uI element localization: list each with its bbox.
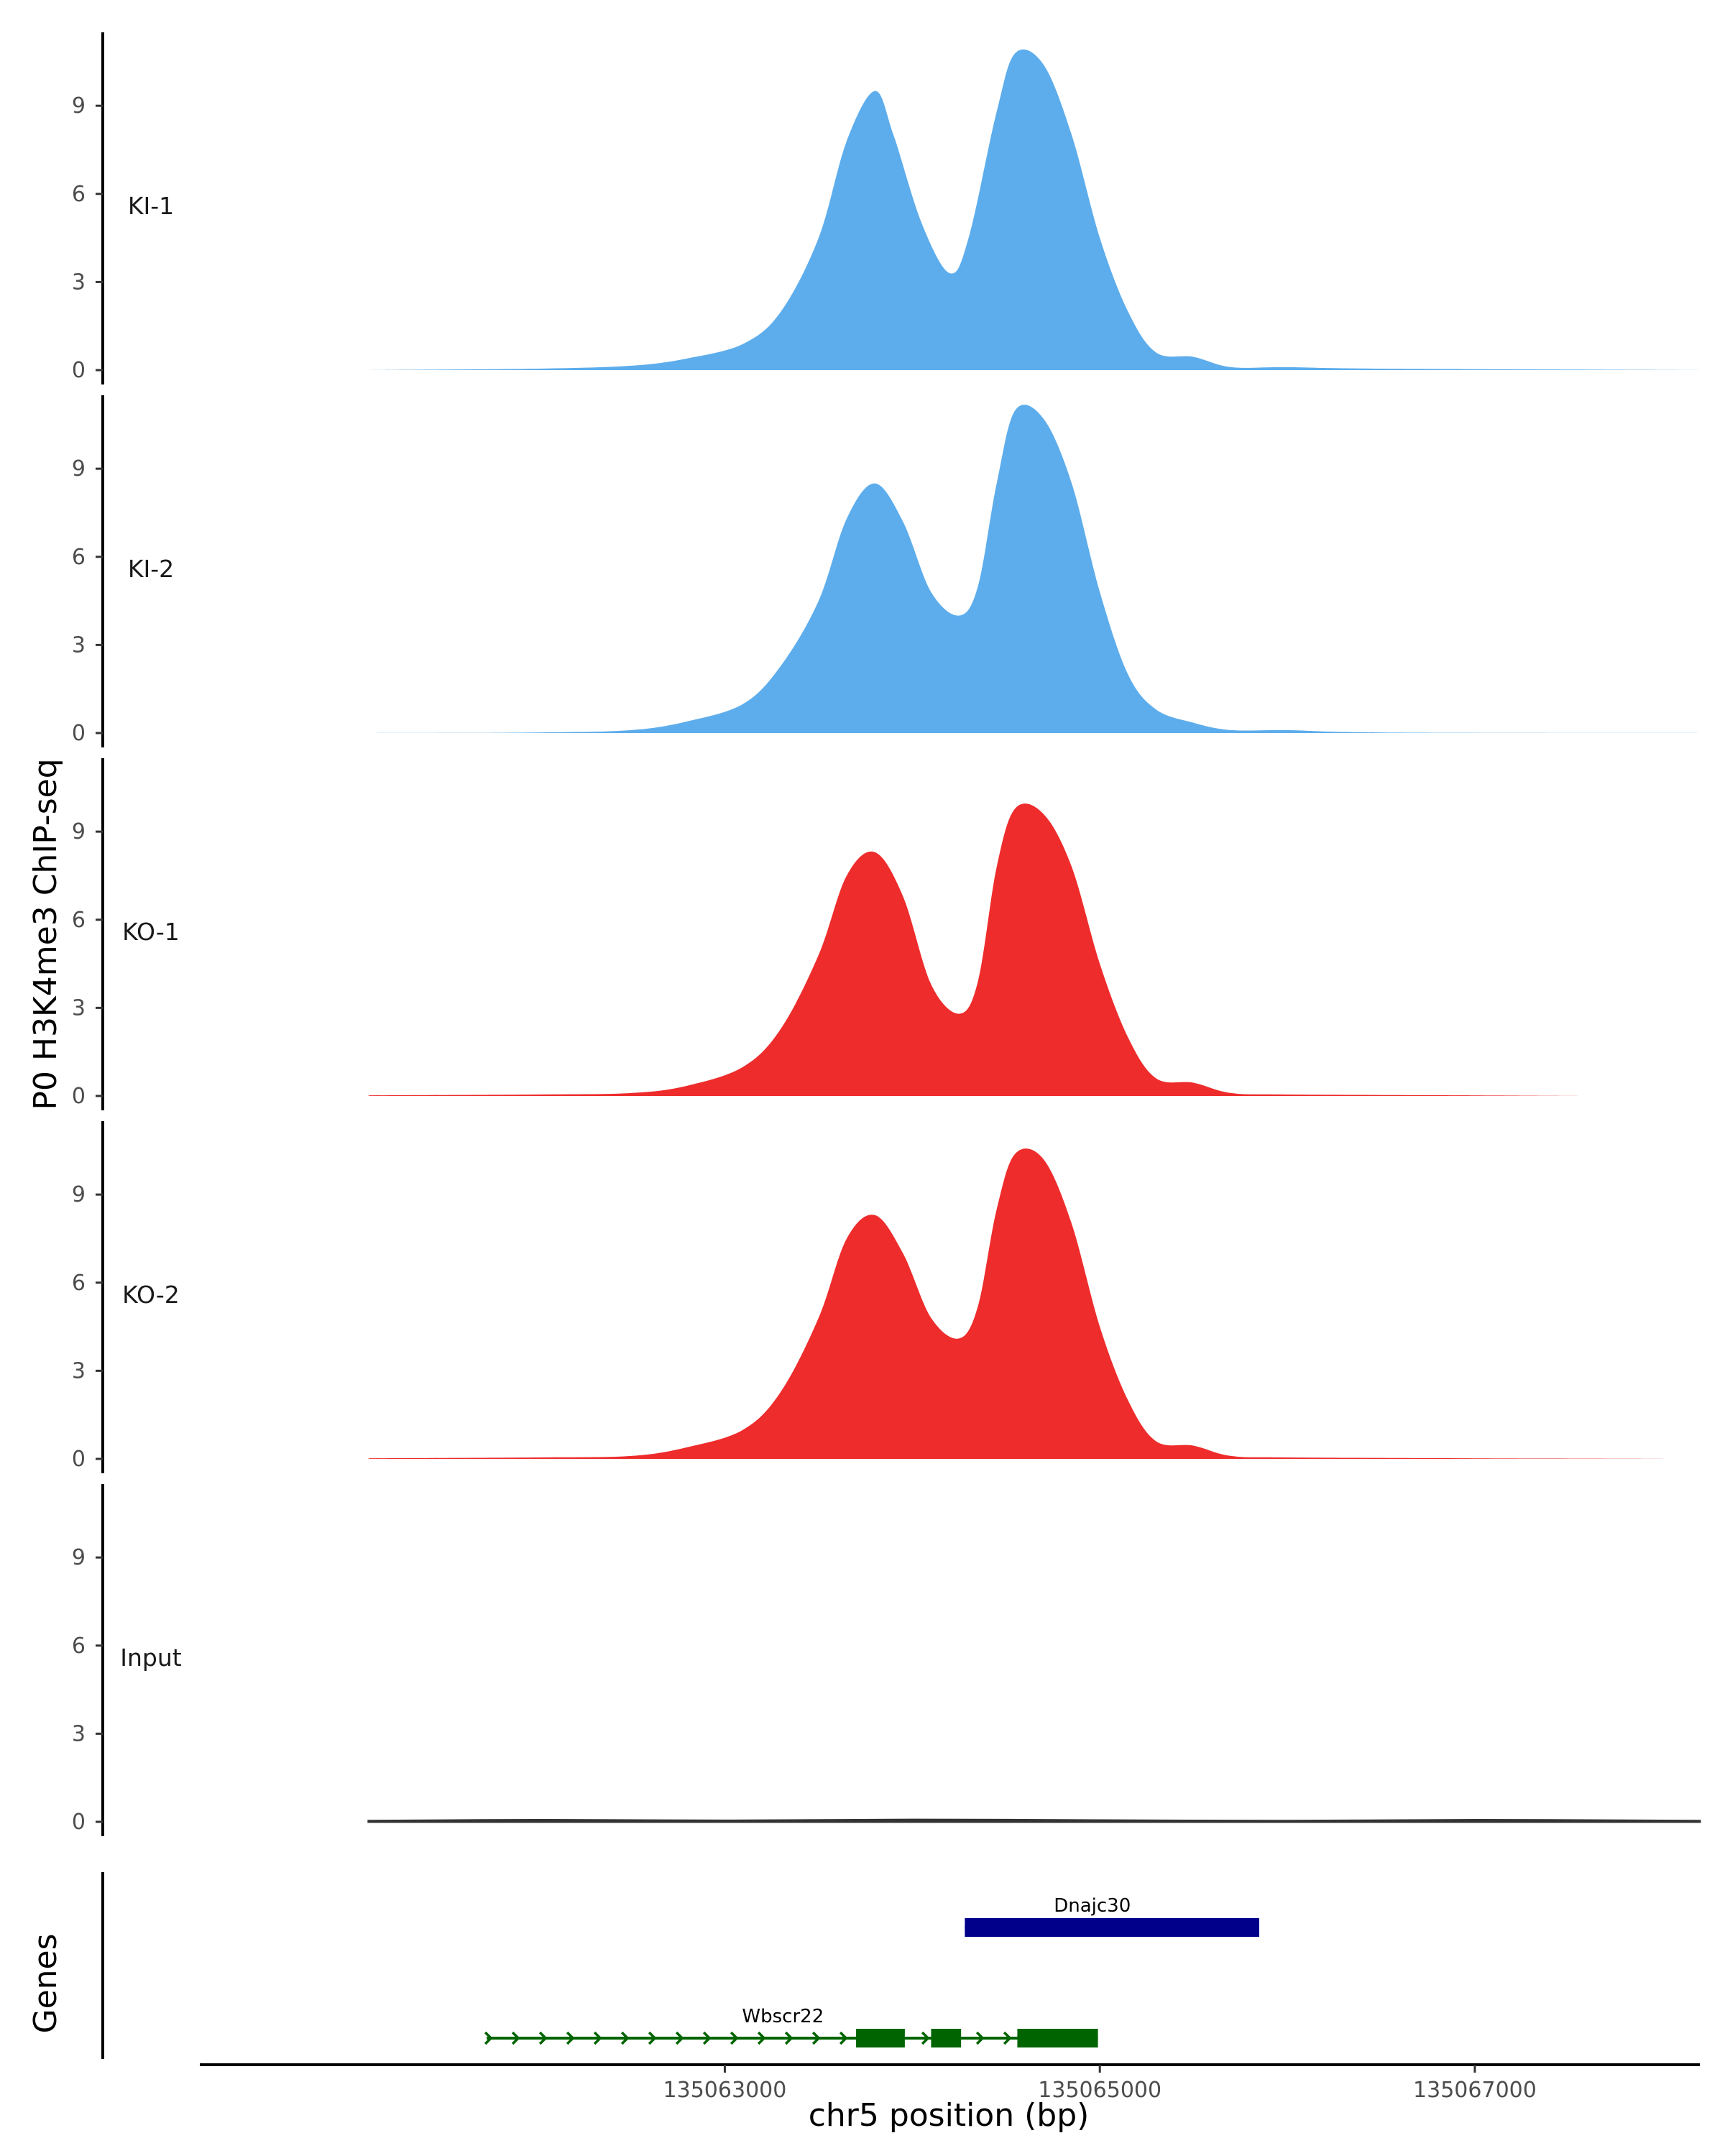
coverage-area	[367, 1818, 1701, 1823]
track-label: KO-2	[122, 1281, 180, 1309]
y-tick-label: 3	[72, 1358, 86, 1383]
coverage-area	[368, 405, 1700, 733]
y-tick-label: 0	[72, 1810, 86, 1835]
coverage-area	[368, 803, 1588, 1096]
strand-arrow	[784, 2031, 794, 2045]
strand-arrow	[975, 2031, 985, 2045]
y-tick-label: 3	[72, 995, 86, 1021]
y-tick-label: 6	[72, 545, 86, 570]
y-tick-label: 3	[72, 632, 86, 658]
coverage-area	[368, 49, 1700, 370]
y-tick-label: 3	[72, 1721, 86, 1746]
x-axis-title: chr5 position (bp)	[809, 2097, 1090, 2134]
y-tick-label: 9	[72, 819, 86, 844]
coverage-area	[368, 1148, 1700, 1459]
track-panel-ko-1: 0 3 6 9 KO-1	[72, 758, 1588, 1110]
strand-arrow	[839, 2031, 848, 2045]
y-tick-label: 6	[72, 908, 86, 933]
y-tick-label: 9	[72, 93, 86, 119]
track-panel-ko-2: 0 3 6 9 KO-2	[72, 1121, 1700, 1473]
y-tick-label: 3	[72, 270, 86, 295]
track-panel-ki-1: 0 3 6 9 KI-1	[72, 32, 1700, 384]
strand-arrow	[648, 2031, 657, 2045]
y-tick-label: 9	[72, 456, 86, 482]
x-tick-label: 135063000	[663, 2078, 787, 2103]
track-label: KO-1	[122, 918, 180, 946]
exon-block	[1017, 2029, 1098, 2047]
track-label: Input	[120, 1644, 182, 1672]
y-tick-label: 6	[72, 182, 86, 207]
strand-arrow	[566, 2031, 575, 2045]
x-tick-label: 135065000	[1038, 2078, 1162, 2103]
strand-arrow	[511, 2031, 520, 2045]
gene-wbscr22: Wbscr22	[484, 2006, 1098, 2047]
strand-arrow	[484, 2031, 493, 2045]
strand-arrow	[730, 2031, 739, 2045]
strand-arrow	[702, 2031, 712, 2045]
track-label: KI-1	[128, 192, 174, 220]
strand-arrow	[620, 2031, 630, 2045]
strand-arrow	[593, 2031, 602, 2045]
y-axis-title: P0 H3K4me3 ChIP-seq	[27, 758, 64, 1110]
x-axis: 135063000 135065000 135067000	[200, 2063, 1700, 2103]
y-tick-label: 9	[72, 1545, 86, 1570]
track-panel-input: 0 3 6 9 Input	[72, 1484, 1701, 1836]
x-tick-label: 135067000	[1413, 2078, 1537, 2103]
y-tick-label: 0	[72, 1447, 86, 1472]
strand-arrow	[757, 2031, 766, 2045]
gene-label: Wbscr22	[742, 2006, 824, 2027]
strand-arrow	[811, 2031, 821, 2045]
coverage-tracks: 0 3 6 9 KI-1 0 3 6 9 KI-2 0 3 6 9 KO-1 0 3 6 9 KO-2 0 3 6 9 Inpu…	[72, 32, 1701, 1836]
y-tick-label: 6	[72, 1634, 86, 1659]
gene-label: Dnajc30	[1054, 1895, 1131, 1917]
y-tick-label: 9	[72, 1182, 86, 1207]
genes-axis-title: Genes	[27, 1933, 64, 2033]
strand-arrow	[1003, 2031, 1012, 2045]
exon-block	[965, 1918, 1259, 1937]
track-label: KI-2	[128, 555, 174, 583]
strand-arrow	[538, 2031, 548, 2045]
strand-arrow	[921, 2031, 930, 2045]
y-tick-label: 6	[72, 1271, 86, 1296]
gene-annotation-panel: Dnajc30 Wbscr22	[101, 1872, 1259, 2059]
exon-block	[856, 2029, 905, 2047]
track-panel-ki-2: 0 3 6 9 KI-2	[72, 395, 1700, 747]
exon-block	[931, 2029, 962, 2047]
y-tick-label: 0	[72, 358, 86, 383]
y-tick-label: 0	[72, 1084, 86, 1109]
y-tick-label: 0	[72, 721, 86, 746]
gene-dnajc30: Dnajc30	[965, 1895, 1259, 1937]
strand-arrow	[675, 2031, 684, 2045]
